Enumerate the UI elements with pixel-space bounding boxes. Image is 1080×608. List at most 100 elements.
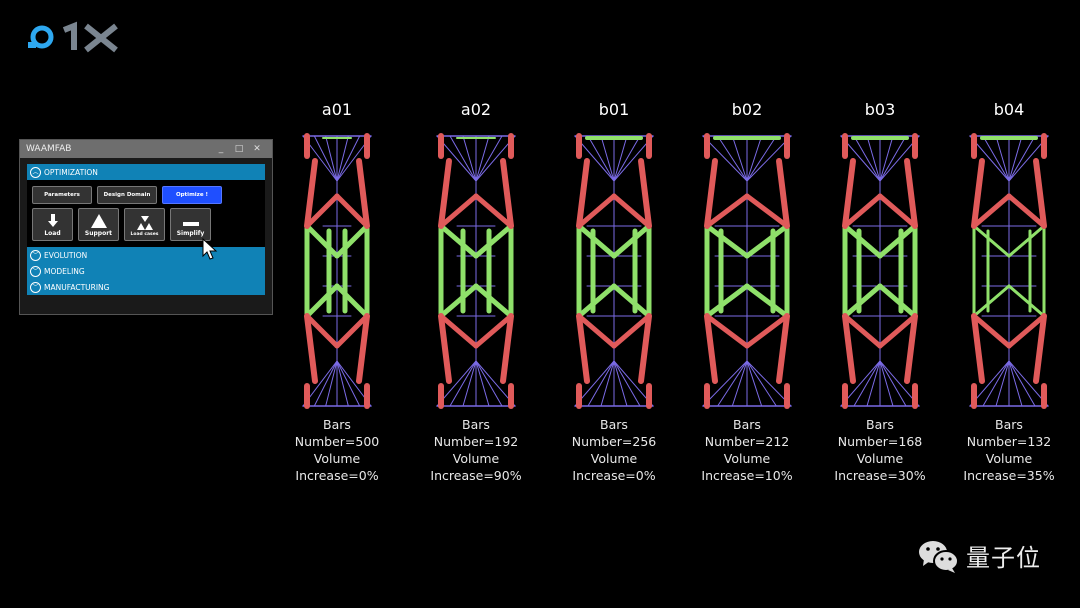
truss-bar (500, 313, 514, 384)
stat-increase: Increase=35% (963, 468, 1055, 483)
truss-bar (473, 193, 514, 229)
support-button[interactable]: Support (78, 208, 119, 241)
truss-bar (877, 313, 918, 349)
truss-bar (842, 313, 856, 384)
truss-bar (982, 360, 1010, 407)
parameters-button[interactable]: Parameters (32, 186, 92, 204)
truss-bar (982, 135, 1010, 182)
chevron-up-icon: ︿ (30, 166, 41, 178)
truss-bar (336, 360, 349, 407)
logo (28, 21, 118, 53)
truss-bar (600, 360, 615, 407)
truss-bar (702, 135, 748, 182)
truss-bar (842, 223, 883, 259)
truss-bar (842, 313, 883, 349)
stat-increase: Increase=10% (701, 468, 793, 483)
stat-volume: Volume (723, 451, 771, 466)
watermark-text: 量子位 (966, 544, 1041, 572)
minimize-button[interactable]: _ (218, 144, 224, 154)
stat-volume: Volume (452, 451, 500, 466)
truss-bar (500, 158, 514, 229)
truss-bar (613, 135, 628, 182)
truss-bar (717, 135, 748, 182)
section-label: MODELING (44, 266, 85, 276)
wechat-icon (919, 540, 959, 573)
truss-bar (304, 313, 340, 349)
truss-bar (1008, 135, 1036, 182)
truss-bar (613, 360, 641, 407)
structure-b03: b03 Bars Number=168 Volume Increase=30% (820, 100, 940, 484)
load-button[interactable]: Load (32, 208, 73, 241)
truss-bar (744, 223, 790, 259)
truss-bar (325, 135, 338, 182)
truss-drawing (840, 133, 920, 409)
truss-bar (336, 360, 361, 407)
truss-bar (744, 283, 790, 319)
truss-bar (731, 360, 748, 407)
truss-bar (879, 360, 894, 407)
structure-name: b04 (993, 100, 1025, 119)
truss-bar (879, 135, 894, 182)
maximize-button[interactable]: □ (234, 144, 244, 154)
chevron-down-icon: ﹀ (30, 249, 41, 261)
stat-bars: Bars (995, 417, 1023, 432)
stat-increase: Increase=0% (572, 468, 656, 483)
section-evolution[interactable]: ﹀ EVOLUTION (27, 247, 265, 263)
optimize-button[interactable]: Optimize ! (162, 186, 222, 204)
window-title: WAAMFAB (26, 144, 72, 154)
truss-bar (1008, 135, 1023, 182)
load-cases-button[interactable]: Load cases (124, 208, 165, 241)
structure-name: a02 (460, 100, 492, 119)
truss-bar (313, 135, 338, 182)
stat-volume: Volume (856, 451, 904, 466)
stat-bars: Bars (462, 417, 490, 432)
truss-bar (473, 283, 514, 319)
truss-drawing (302, 133, 372, 409)
truss-bar (611, 223, 652, 259)
simplify-button[interactable]: Simplify (170, 208, 211, 241)
structure-b02: b02 Bars Number=212 Volume Increase=10% (687, 100, 807, 484)
truss-bar (972, 284, 1011, 318)
truss-bar (462, 135, 477, 182)
truss-bar (438, 158, 452, 229)
structure-name: b03 (864, 100, 896, 119)
stat-bars: Bars (866, 417, 894, 432)
truss-bar (449, 360, 477, 407)
truss-bar (600, 135, 615, 182)
stat-increase: Increase=30% (834, 468, 926, 483)
truss-bar (746, 135, 763, 182)
truss-bar (438, 313, 479, 349)
button-label: Support (84, 230, 113, 237)
truss-bar (1008, 360, 1023, 407)
truss-bar (304, 313, 318, 384)
truss-bar (1033, 313, 1047, 384)
truss-bar (475, 135, 503, 182)
stat-bars: Bars (323, 417, 351, 432)
truss-bar (704, 313, 750, 349)
truss-bar (611, 193, 652, 229)
truss-bar (717, 360, 748, 407)
stat-bars: Bars (733, 417, 761, 432)
truss-bar (334, 283, 370, 319)
truss-bar (576, 193, 617, 229)
window-titlebar[interactable]: WAAMFAB _ □ ✕ (20, 140, 272, 158)
truss-bar (1033, 158, 1047, 229)
design-domain-button[interactable]: Design Domain (97, 186, 157, 204)
truss-bar (613, 135, 641, 182)
section-optimization[interactable]: ︿ OPTIMIZATION (27, 164, 265, 180)
truss-bar (304, 193, 340, 229)
truss-bar (438, 283, 479, 319)
truss-bar (611, 283, 652, 319)
section-manufacturing[interactable]: ﹀ MANUFACTURING (27, 279, 265, 295)
truss-bar (462, 360, 477, 407)
truss-bar (971, 313, 1012, 349)
truss-bar (438, 223, 479, 259)
structure-name: a01 (321, 100, 353, 119)
truss-bar (972, 224, 1011, 258)
close-button[interactable]: ✕ (253, 144, 261, 154)
stat-bars: Bars (600, 417, 628, 432)
truss-bar (475, 360, 490, 407)
structure-b04: b04 Bars Number=132 Volume Increase=35% (949, 100, 1069, 484)
section-modeling[interactable]: ﹀ MODELING (27, 263, 265, 279)
truss-bar (971, 193, 1012, 229)
